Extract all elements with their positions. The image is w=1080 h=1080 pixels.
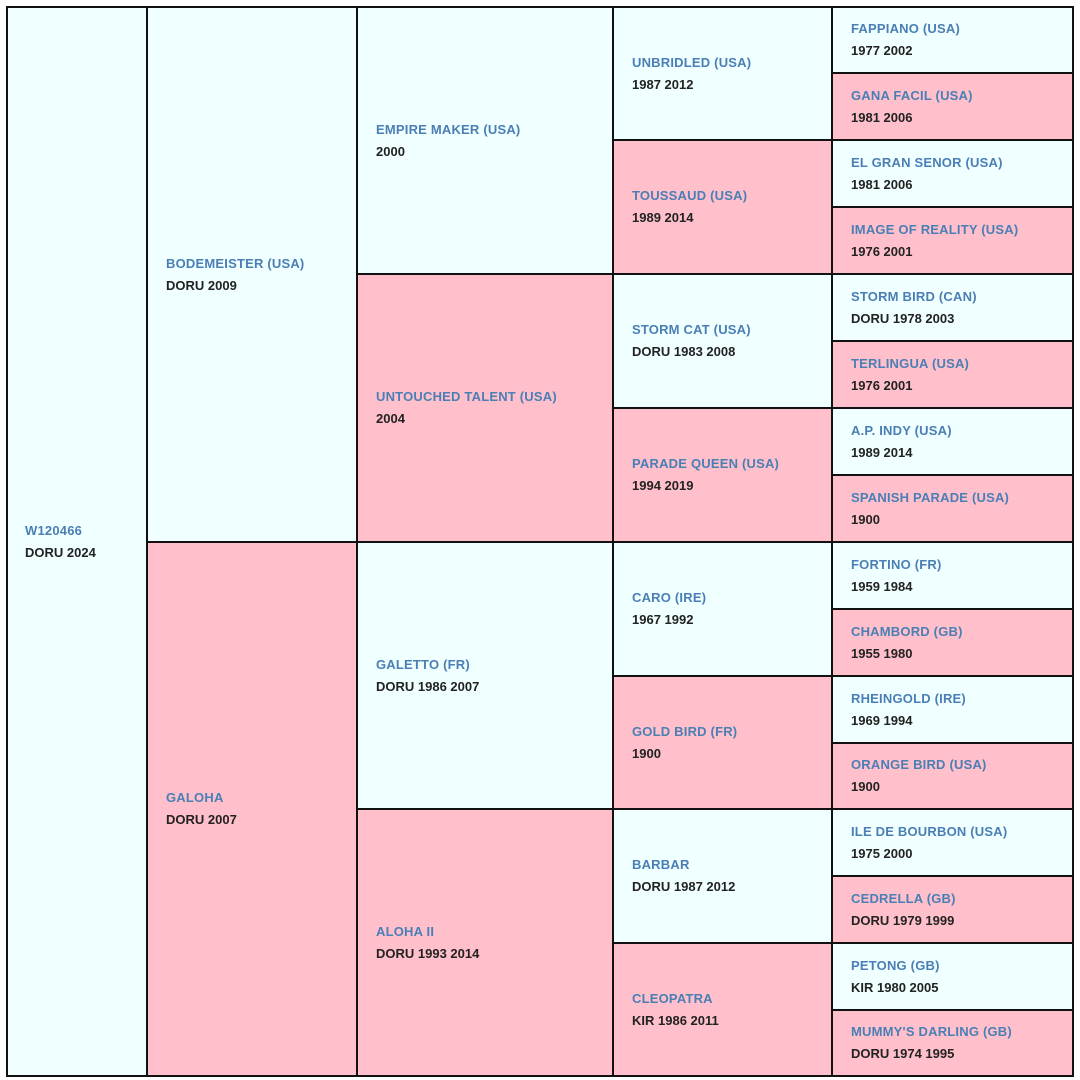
horse-info: DORU 1993 2014 [376, 945, 480, 961]
pedigree-cell-gen5: A.P. INDY (USA) 1989 2014 [831, 407, 1074, 476]
pedigree-cell-gen5: PETONG (GB) KIR 1980 2005 [831, 942, 1074, 1011]
pedigree-cell-gen5: TERLINGUA (USA) 1976 2001 [831, 340, 1074, 409]
pedigree-cell-gen4: STORM CAT (USA) DORU 1983 2008 [612, 273, 833, 409]
pedigree-cell-sire: BODEMEISTER (USA) DORU 2009 [146, 6, 358, 543]
horse-name-link[interactable]: ILE DE BOURBON (USA) [851, 823, 1008, 839]
horse-name-link[interactable]: ORANGE BIRD (USA) [851, 757, 987, 772]
pedigree-cell-gen5: RHEINGOLD (IRE) 1969 1994 [831, 675, 1074, 744]
pedigree-cell-gen5: SPANISH PARADE (USA) 1900 [831, 474, 1074, 543]
horse-info: 1976 2001 [851, 243, 913, 259]
horse-name-link[interactable]: TOUSSAUD (USA) [632, 188, 748, 203]
horse-info: 2000 [376, 143, 405, 159]
horse-info: 1989 2014 [851, 444, 913, 460]
horse-name-link[interactable]: FORTINO (FR) [851, 556, 942, 572]
pedigree-cell-gen5: STORM BIRD (CAN) DORU 1978 2003 [831, 273, 1074, 342]
horse-info: 1900 [632, 745, 661, 761]
horse-info: 1977 2002 [851, 43, 913, 58]
horse-name-link[interactable]: A.P. INDY (USA) [851, 422, 952, 438]
pedigree-cell-gen4: CLEOPATRA KIR 1986 2011 [612, 942, 833, 1077]
horse-info: DORU 1978 2003 [851, 310, 955, 326]
horse-info: 1987 2012 [632, 76, 694, 92]
horse-info: 1900 [851, 779, 880, 794]
horse-name-link[interactable]: RHEINGOLD (IRE) [851, 690, 966, 706]
horse-info: DORU 2024 [25, 544, 96, 560]
horse-info: 2004 [376, 411, 405, 426]
pedigree-cell-gen4: PARADE QUEEN (USA) 1994 2019 [612, 407, 833, 543]
horse-info: 1981 2006 [851, 176, 913, 192]
horse-info: 1989 2014 [632, 210, 694, 225]
horse-info: DORU 1986 2007 [376, 678, 480, 694]
horse-name-link[interactable]: SPANISH PARADE (USA) [851, 489, 1010, 505]
horse-info: DORU 1983 2008 [632, 344, 736, 359]
horse-info: DORU 1974 1995 [851, 1046, 955, 1061]
pedigree-cell-gen5: CHAMBORD (GB) 1955 1980 [831, 608, 1074, 677]
horse-name-link[interactable]: STORM BIRD (CAN) [851, 288, 977, 304]
horse-info: 1967 1992 [632, 612, 694, 627]
horse-name-link[interactable]: GALETTO (FR) [376, 656, 470, 672]
horse-name-link[interactable]: FAPPIANO (USA) [851, 21, 960, 36]
horse-name-link[interactable]: EMPIRE MAKER (USA) [376, 121, 521, 137]
pedigree-chart: W120466 DORU 2024 BODEMEISTER (USA) DORU… [6, 6, 1074, 1077]
horse-name-link[interactable]: BARBAR [632, 857, 690, 872]
horse-name-link[interactable]: CARO (IRE) [632, 590, 707, 605]
pedigree-cell-gen5: EL GRAN SENOR (USA) 1981 2006 [831, 139, 1074, 208]
horse-name-link[interactable]: PETONG (GB) [851, 957, 940, 973]
horse-name-link[interactable]: GOLD BIRD (FR) [632, 723, 738, 739]
pedigree-cell-gen5: ORANGE BIRD (USA) 1900 [831, 742, 1074, 810]
pedigree-cell-gen3: EMPIRE MAKER (USA) 2000 [356, 6, 614, 275]
horse-name-link[interactable]: EL GRAN SENOR (USA) [851, 154, 1003, 170]
pedigree-cell-gen5: FAPPIANO (USA) 1977 2002 [831, 6, 1074, 74]
horse-info: KIR 1986 2011 [632, 1012, 719, 1028]
horse-info: DORU 2007 [166, 812, 237, 827]
horse-info: 1969 1994 [851, 712, 913, 728]
pedigree-cell-gen3: GALETTO (FR) DORU 1986 2007 [356, 541, 614, 810]
horse-info: DORU 1979 1999 [851, 912, 955, 928]
pedigree-cell-gen3: ALOHA II DORU 1993 2014 [356, 808, 614, 1077]
pedigree-cell-gen5: FORTINO (FR) 1959 1984 [831, 541, 1074, 610]
pedigree-cell-gen4: GOLD BIRD (FR) 1900 [612, 675, 833, 810]
horse-name-link[interactable]: MUMMY'S DARLING (GB) [851, 1024, 1012, 1039]
horse-name-link[interactable]: TERLINGUA (USA) [851, 355, 970, 371]
pedigree-cell-gen5: IMAGE OF REALITY (USA) 1976 2001 [831, 206, 1074, 275]
pedigree-cell-subject: W120466 DORU 2024 [6, 6, 148, 1077]
horse-info: DORU 1987 2012 [632, 879, 736, 894]
pedigree-cell-gen4: UNBRIDLED (USA) 1987 2012 [612, 6, 833, 141]
horse-info: 1959 1984 [851, 578, 913, 594]
horse-info: 1955 1980 [851, 645, 913, 661]
horse-info: 1976 2001 [851, 377, 913, 393]
horse-name-link[interactable]: W120466 [25, 522, 83, 538]
horse-info: KIR 1980 2005 [851, 979, 939, 995]
horse-name-link[interactable]: GANA FACIL (USA) [851, 87, 973, 103]
pedigree-cell-gen3: UNTOUCHED TALENT (USA) 2004 [356, 273, 614, 543]
horse-name-link[interactable]: UNTOUCHED TALENT (USA) [376, 389, 557, 404]
horse-info: DORU 2009 [166, 277, 237, 293]
pedigree-cell-gen5: ILE DE BOURBON (USA) 1975 2000 [831, 808, 1074, 877]
pedigree-cell-gen4: BARBAR DORU 1987 2012 [612, 808, 833, 944]
horse-info: 1994 2019 [632, 478, 694, 493]
pedigree-cell-gen4: CARO (IRE) 1967 1992 [612, 541, 833, 677]
horse-name-link[interactable]: GALOHA [166, 790, 224, 805]
horse-name-link[interactable]: CEDRELLA (GB) [851, 890, 956, 906]
pedigree-cell-dam: GALOHA DORU 2007 [146, 541, 358, 1077]
horse-info: 1981 2006 [851, 109, 913, 125]
horse-name-link[interactable]: CLEOPATRA [632, 990, 713, 1006]
horse-info: 1975 2000 [851, 845, 913, 861]
horse-name-link[interactable]: IMAGE OF REALITY (USA) [851, 221, 1019, 237]
pedigree-cell-gen5: GANA FACIL (USA) 1981 2006 [831, 72, 1074, 141]
horse-name-link[interactable]: CHAMBORD (GB) [851, 623, 963, 639]
horse-name-link[interactable]: ALOHA II [376, 923, 435, 939]
pedigree-cell-gen5: MUMMY'S DARLING (GB) DORU 1974 1995 [831, 1009, 1074, 1077]
horse-name-link[interactable]: BODEMEISTER (USA) [166, 255, 305, 271]
horse-info: 1900 [851, 511, 880, 527]
horse-name-link[interactable]: STORM CAT (USA) [632, 322, 751, 337]
horse-name-link[interactable]: PARADE QUEEN (USA) [632, 456, 780, 471]
horse-name-link[interactable]: UNBRIDLED (USA) [632, 54, 752, 70]
pedigree-cell-gen5: CEDRELLA (GB) DORU 1979 1999 [831, 875, 1074, 944]
pedigree-cell-gen4: TOUSSAUD (USA) 1989 2014 [612, 139, 833, 275]
